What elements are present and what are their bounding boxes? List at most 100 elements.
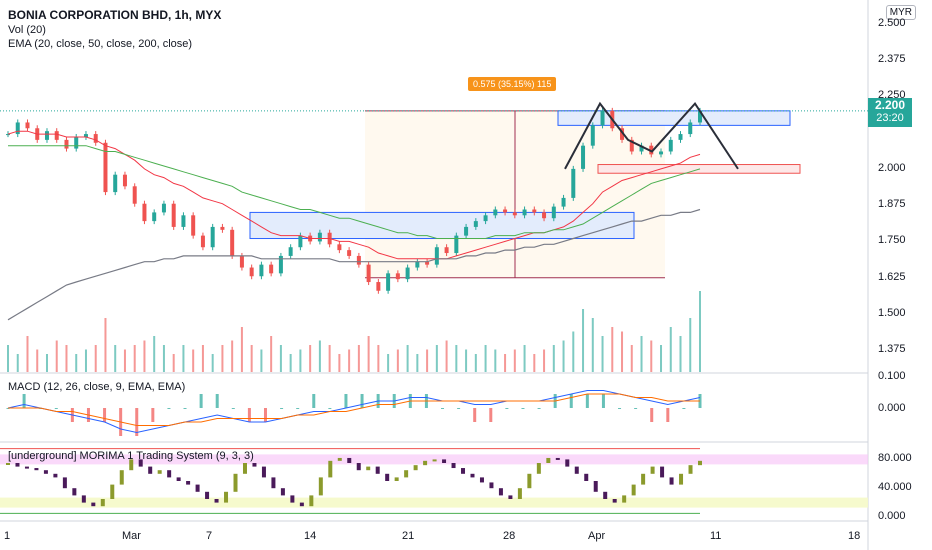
morima-bar — [309, 495, 314, 507]
candle-body — [191, 215, 196, 236]
candle-body — [200, 235, 205, 248]
time-tick-label: Apr — [588, 530, 606, 542]
morima-bar — [423, 460, 428, 466]
macd-histogram-bar — [263, 408, 267, 422]
volume-bar — [435, 345, 438, 372]
candle-body — [698, 110, 702, 123]
macd-histogram-bar — [457, 408, 461, 409]
morima-bar — [688, 465, 693, 474]
volume-bar — [221, 345, 224, 372]
volume-bar — [211, 354, 214, 372]
volume-bar — [231, 340, 234, 372]
volume-bar — [162, 345, 165, 372]
macd-histogram-bar — [585, 394, 589, 408]
morima-bar — [432, 459, 437, 462]
signal-line — [8, 393, 700, 426]
volume-bar — [474, 354, 477, 372]
volume-bar — [621, 331, 624, 372]
morima-bar — [347, 457, 352, 463]
morima-bar — [451, 463, 456, 469]
morima-bar — [641, 473, 646, 485]
candle-body — [83, 134, 88, 137]
macd-histogram-bar — [489, 408, 493, 422]
macd-tick-label: 0.100 — [878, 370, 906, 382]
candle-body — [386, 273, 391, 291]
morima-bar — [224, 491, 229, 503]
morima-label[interactable]: [underground] MORIMA 1 Trading System (9… — [8, 450, 254, 462]
time-tick-label: Mar — [122, 530, 141, 542]
macd-histogram-bar — [537, 408, 541, 409]
candle-body — [376, 282, 381, 291]
volume-indicator-label[interactable]: Vol (20) — [8, 24, 46, 36]
volume-bar — [357, 345, 360, 372]
candle-body — [444, 247, 449, 254]
morima-bar — [100, 499, 105, 507]
morima-bar — [337, 457, 342, 461]
morima-bar — [565, 459, 570, 467]
symbol-title: BONIA CORPORATION BHD, 1h, MYX — [8, 8, 222, 22]
morima-bar — [195, 484, 200, 492]
macd-histogram-bar — [666, 408, 670, 422]
currency-badge[interactable]: MYR — [885, 5, 916, 20]
macd-histogram-bar — [280, 408, 284, 409]
volume-bar — [153, 336, 156, 372]
volume-bar — [123, 349, 126, 372]
morima-bar — [148, 466, 153, 474]
macd-histogram-bar — [215, 394, 219, 408]
macd-tick-label: 0.000 — [878, 402, 906, 414]
morima-bar — [404, 470, 409, 478]
time-tick-label: 28 — [503, 530, 516, 542]
volume-bar — [348, 349, 351, 372]
morima-bar — [261, 466, 266, 478]
morima-bar — [62, 477, 67, 489]
candle-body — [278, 255, 283, 274]
candle-body — [551, 206, 556, 219]
morima-bar — [205, 491, 210, 499]
macd-label[interactable]: MACD (12, 26, close, 9, EMA, EMA) — [8, 381, 186, 393]
candle-body — [688, 122, 693, 135]
macd-histogram-bar — [296, 408, 300, 409]
morima-bar — [660, 466, 665, 478]
morima-bar — [593, 481, 598, 492]
price-tick-label: 2.000 — [878, 161, 906, 174]
morima-bar — [15, 463, 20, 467]
morima-bar — [413, 465, 418, 471]
volume-bar — [504, 354, 507, 372]
morima-bar — [110, 484, 115, 499]
candle-body — [317, 232, 322, 242]
morima-bar — [242, 463, 247, 474]
morima-bar — [584, 473, 589, 481]
volume-bar — [523, 345, 526, 372]
volume-bar — [660, 345, 663, 372]
morima-bar — [138, 459, 143, 467]
candle-body — [337, 244, 342, 251]
morima-bar — [214, 499, 219, 503]
volume-bar — [192, 349, 195, 372]
morima-bar — [167, 470, 172, 478]
time-tick-label: 7 — [206, 530, 213, 542]
volume-bar — [75, 354, 78, 372]
volume-bar — [426, 349, 429, 372]
ema-indicator-label[interactable]: EMA (20, close, 50, close, 200, close) — [8, 38, 193, 50]
morima-bar — [72, 488, 77, 496]
macd-histogram-bar — [569, 394, 573, 408]
macd-histogram-bar — [167, 408, 171, 409]
volume-bar — [572, 331, 575, 372]
morima-bar — [669, 477, 674, 485]
morima-bar — [252, 463, 257, 467]
morima-bar — [631, 484, 636, 496]
morima-bar — [290, 495, 295, 503]
macd-histogram-bar — [135, 408, 139, 436]
volume-bar — [494, 349, 497, 372]
candle-body — [93, 134, 98, 143]
candle-body — [503, 209, 508, 213]
morima-tick-label: 0.000 — [878, 510, 906, 522]
candle-body — [6, 134, 10, 136]
macd-histogram-bar — [360, 394, 364, 408]
macd-histogram-bar — [151, 408, 155, 422]
volume-bar — [591, 318, 594, 372]
macd-histogram-bar — [682, 408, 686, 409]
morima-bar — [622, 495, 627, 503]
morima-bar — [318, 477, 323, 496]
